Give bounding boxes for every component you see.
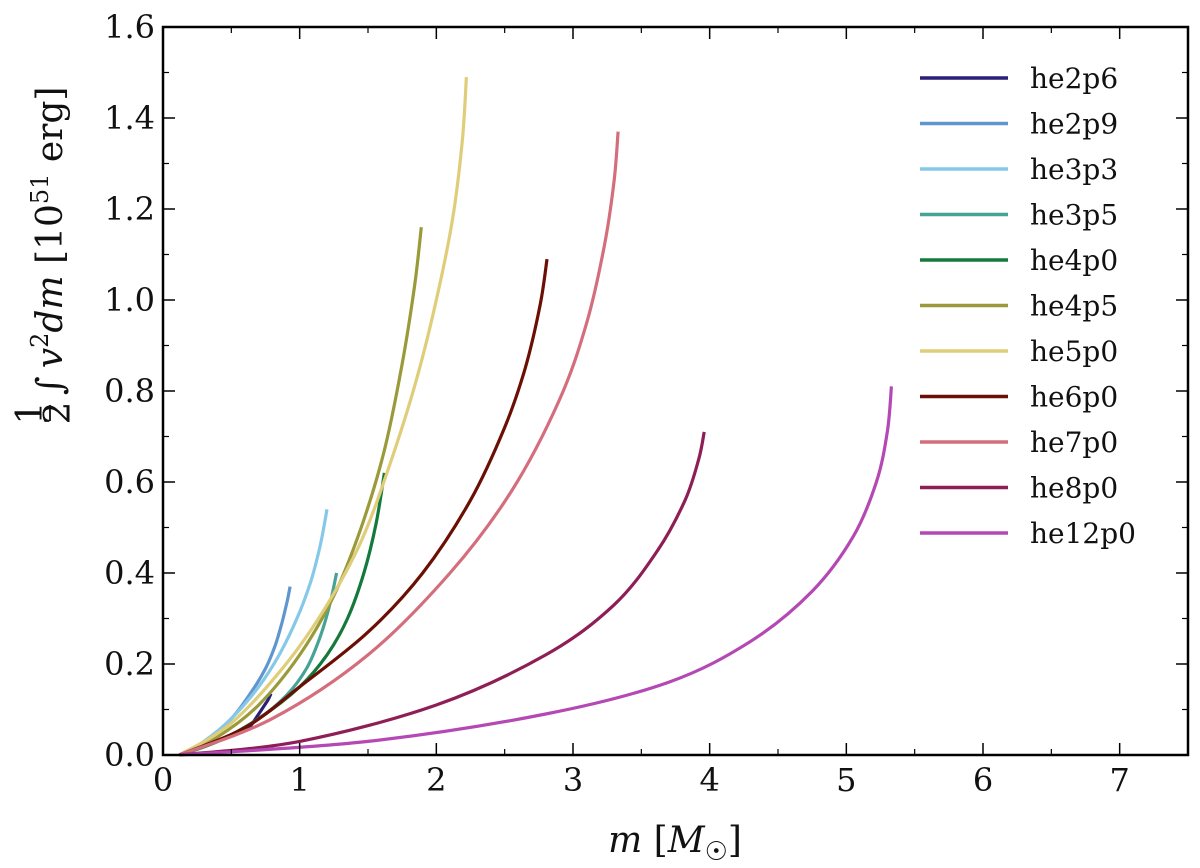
- x-tick-label: 5: [836, 761, 856, 799]
- x-tick-label: 2: [426, 761, 446, 799]
- series-line-he3p3: [178, 509, 329, 757]
- x-tick-label: 7: [1109, 761, 1129, 799]
- x-tick-label: 3: [563, 761, 583, 799]
- legend-label-he2p6: he2p6: [1030, 62, 1118, 95]
- legend-label-he12p0: he12p0: [1030, 517, 1136, 550]
- svg-text:∫v2dm [1051 erg]: ∫v2dm [1051 erg]: [26, 87, 71, 395]
- series-line-he5p0: [178, 76, 468, 757]
- legend-label-he7p0: he7p0: [1030, 426, 1118, 459]
- svg-text:1: 1: [10, 402, 51, 425]
- y-tick-label: 1.6: [104, 8, 155, 46]
- y-axis-label: 1 2 ∫v2dm [1051 erg]: [10, 87, 79, 425]
- series-line-he7p0: [178, 131, 620, 757]
- x-tick-label: 1: [289, 761, 309, 799]
- y-tick-label: 0.8: [104, 372, 155, 410]
- ticks-layer: 0 1 2 3 4 5 6 7 0.0 0.2 0.4 0.6 0.8 1.0 1.2 1.4 1.6: [104, 8, 1188, 799]
- x-tick-label: 4: [699, 761, 719, 799]
- series-line-he8p0: [179, 431, 706, 757]
- y-tick-label: 0.0: [104, 736, 155, 774]
- y-tick-label: 1.2: [104, 190, 155, 228]
- y-tick-label: 0.4: [104, 554, 155, 592]
- legend-label-he4p5: he4p5: [1030, 290, 1118, 323]
- y-tick-label: 0.6: [104, 463, 155, 501]
- y-tick-label: 1.0: [104, 281, 155, 319]
- legend-label-he5p0: he5p0: [1030, 335, 1118, 368]
- x-tick-label: 0: [153, 761, 173, 799]
- series-line-he4p5: [178, 227, 423, 757]
- y-tick-label: 1.4: [104, 99, 155, 137]
- legend-label-he3p3: he3p3: [1030, 153, 1118, 186]
- y-tick-label: 0.2: [104, 645, 155, 683]
- series-line-he2p9: [178, 586, 292, 757]
- legend-label-he6p0: he6p0: [1030, 381, 1118, 414]
- legend-label-he2p9: he2p9: [1030, 108, 1118, 141]
- series-line-he6p0: [178, 258, 549, 757]
- series-layer: [178, 76, 893, 757]
- x-tick-label: 6: [973, 761, 993, 799]
- legend-label-he8p0: he8p0: [1030, 472, 1118, 505]
- svg-text:2: 2: [38, 402, 79, 425]
- series-line-he3p5: [178, 572, 339, 757]
- legend-label-he3p5: he3p5: [1030, 199, 1118, 232]
- x-axis-label: m [M☉]: [608, 820, 742, 867]
- legend-label-he4p0: he4p0: [1030, 244, 1118, 277]
- legend: he2p6 he2p9 he3p3 he3p5 he4p0 he4p5 he5p0 he6p0…: [920, 62, 1136, 550]
- series-line-he12p0: [179, 386, 893, 757]
